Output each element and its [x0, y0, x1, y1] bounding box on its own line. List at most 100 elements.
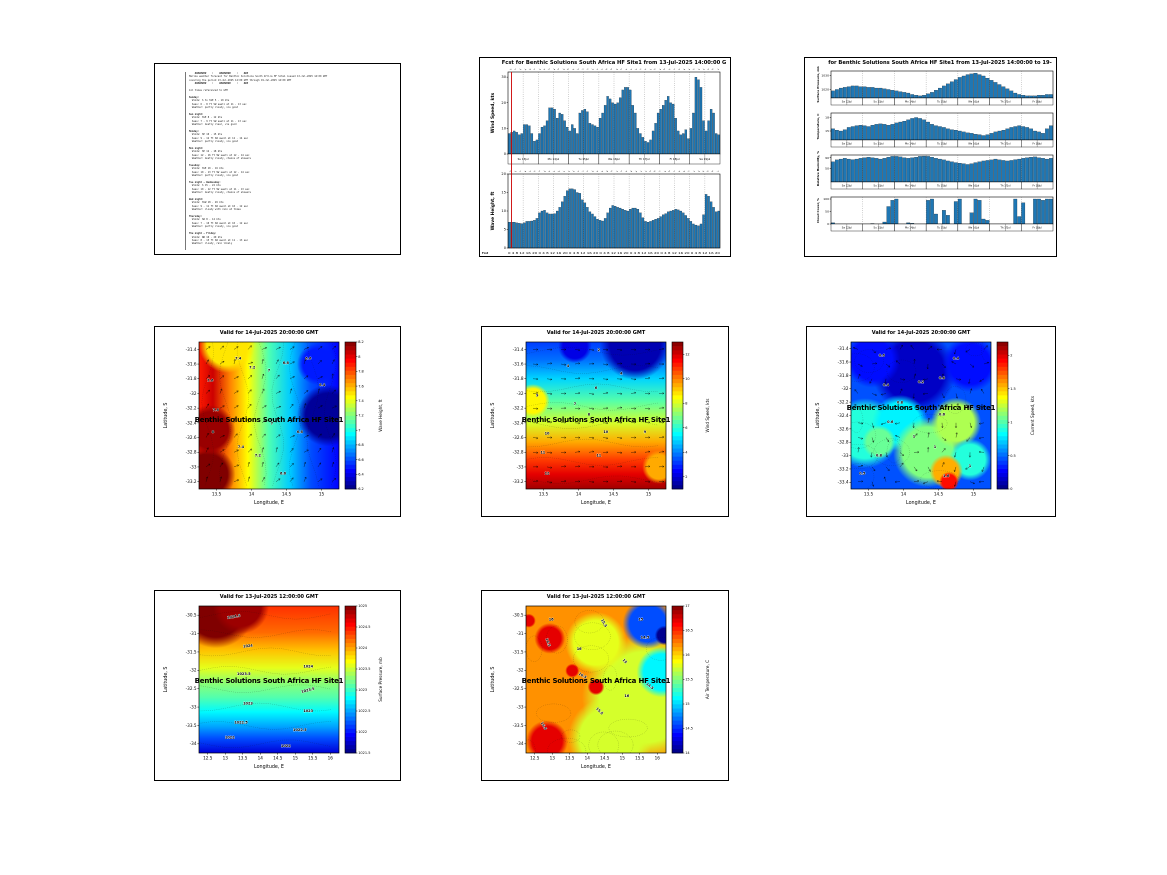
- svg-text:6: 6: [685, 426, 687, 430]
- svg-text:4: 4: [620, 371, 623, 375]
- forecast-text-line: Winds: SE 10 - 15 kts: [189, 133, 223, 137]
- svg-text:6: 6: [595, 386, 598, 390]
- current-map-title: Valid for 14-Jul-2025 20:00:00 GMT: [871, 330, 971, 336]
- forecast-text-line: Seas: 7 - 9 ft SW swell at 11 - 13 sec: [189, 119, 247, 123]
- svg-text:-33.5: -33.5: [513, 723, 524, 728]
- svg-text:6.2: 6.2: [358, 487, 364, 491]
- map-axes: 13.5 14 14.5 15 -31.4 -31.6 -31.8 -32 -32.2 -32.4…: [815, 341, 992, 506]
- svg-text:100: 100: [823, 197, 829, 201]
- svg-text:→: →: [543, 68, 546, 71]
- forecast-text-line: Tue night - Wednesday:: [189, 181, 221, 184]
- svg-text:1024: 1024: [303, 665, 313, 669]
- svg-text:7.2: 7.2: [249, 365, 256, 369]
- svg-text:7.8: 7.8: [213, 408, 220, 412]
- svg-text:→: →: [634, 170, 638, 174]
- svg-text:-33: -33: [190, 464, 197, 469]
- svg-text:16: 16: [577, 647, 582, 651]
- svg-text:-32.2: -32.2: [513, 406, 524, 411]
- svg-text:Fr 18Jul: Fr 18Jul: [1033, 142, 1043, 146]
- svg-text:1022.5: 1022.5: [358, 709, 370, 713]
- bar-subplot: 0 5 10 15 20 Wave Height, ft: [490, 172, 721, 250]
- svg-text:8: 8: [212, 430, 215, 434]
- svg-text:6.8: 6.8: [358, 443, 364, 447]
- svg-text:0.6: 0.6: [887, 420, 894, 424]
- forecast-text-line: Seas: 12 - 16 ft SW swell at 12 - 14 sec: [189, 153, 250, 157]
- bar-subplot: 0 10 20 30 Wind Speed, kts: [490, 71, 721, 156]
- surface-pressure-map-panel: 1024.5 1024 1024 1023.5 1023.5 1023 1023 1022.5…: [154, 590, 401, 781]
- svg-text:-32: -32: [517, 668, 524, 673]
- svg-text:6.4: 6.4: [358, 473, 364, 477]
- svg-text:Longitude, E: Longitude, E: [254, 764, 284, 770]
- direction-arrows-row: → → → → → → → → → → → → → → → → → → → → → → → → → → → → → → → → → → → → → → → →…: [508, 169, 719, 174]
- svg-text:4: 4: [567, 364, 570, 368]
- wind-wave-chart-title: Fcst for Benthic Solutions South Africa …: [501, 60, 727, 66]
- svg-text:-32.5: -32.5: [186, 686, 197, 691]
- svg-text:→: →: [644, 68, 647, 71]
- svg-text:14.5: 14.5: [609, 492, 619, 497]
- svg-text:→: →: [625, 68, 628, 71]
- svg-text:0: 0: [827, 222, 829, 226]
- svg-text:13.5: 13.5: [539, 492, 549, 497]
- svg-text:→: →: [553, 170, 556, 173]
- svg-text:15.5: 15.5: [595, 707, 604, 716]
- svg-text:We 16Jul: We 16Jul: [968, 142, 979, 146]
- svg-text:→: →: [519, 170, 523, 174]
- svg-text:5: 5: [504, 228, 506, 232]
- svg-text:14.5: 14.5: [273, 756, 283, 761]
- svg-text:Wave Height, ft: Wave Height, ft: [378, 399, 383, 432]
- svg-text:→: →: [552, 68, 556, 72]
- svg-text:-32: -32: [517, 391, 524, 396]
- svg-text:16: 16: [655, 756, 661, 761]
- svg-text:8: 8: [358, 355, 360, 359]
- svg-text:Wind Speed, kts: Wind Speed, kts: [705, 399, 710, 433]
- svg-text:1022.5: 1022.5: [293, 728, 307, 732]
- colorbar: 2 4 6 8 10 12 Wind Speed, kts: [671, 341, 710, 490]
- svg-text:10: 10: [685, 377, 689, 381]
- svg-text:1022.5: 1022.5: [234, 721, 248, 725]
- svg-text:7.4: 7.4: [235, 357, 242, 361]
- svg-text:→: →: [572, 68, 575, 71]
- svg-text:→: →: [682, 68, 686, 72]
- map-field: [851, 342, 991, 489]
- svg-text:→: →: [523, 170, 527, 174]
- svg-text:6.8: 6.8: [283, 361, 290, 365]
- svg-text:0.6: 0.6: [939, 376, 946, 380]
- svg-text:-32.6: -32.6: [186, 435, 197, 440]
- svg-text:Mo 14Jul: Mo 14Jul: [905, 100, 916, 104]
- svg-text:Longitude, E: Longitude, E: [906, 500, 936, 506]
- svg-text:Sa 19Jul: Sa 19Jul: [699, 157, 710, 161]
- svg-text:1: 1: [934, 445, 937, 449]
- svg-text:-32.6: -32.6: [838, 426, 849, 431]
- forecast-text-line: Winds: SSW 18 - 26 kts: [189, 201, 224, 205]
- svg-text:→: →: [658, 68, 662, 72]
- svg-text:Mo 14Jul: Mo 14Jul: [905, 142, 916, 146]
- svg-text:-33: -33: [517, 704, 524, 709]
- forecast-text-line: Thursday:: [189, 215, 202, 219]
- forecast-text-line: Winds: SSE 10 - 16 kts: [189, 167, 224, 171]
- svg-text:Wave Height, ft: Wave Height, ft: [490, 192, 496, 231]
- svg-text:-33: -33: [517, 464, 524, 469]
- svg-text:→: →: [508, 169, 512, 173]
- svg-text:7.2: 7.2: [255, 454, 262, 458]
- svg-text:-31.6: -31.6: [513, 361, 524, 366]
- svg-text:15: 15: [825, 129, 829, 133]
- svg-text:→: →: [577, 170, 580, 173]
- svg-text:→: →: [625, 170, 628, 173]
- svg-text:→: →: [562, 170, 566, 174]
- svg-text:→: →: [644, 170, 648, 174]
- svg-text:→: →: [562, 68, 566, 72]
- svg-text:→: →: [538, 170, 542, 174]
- svg-text:13.5: 13.5: [238, 756, 248, 761]
- svg-text:→: →: [678, 68, 681, 71]
- svg-text:→: →: [716, 170, 719, 173]
- svg-text:→: →: [702, 170, 706, 174]
- svg-text:Sa 12Jul: Sa 12Jul: [842, 142, 852, 146]
- svg-text:16: 16: [549, 618, 554, 622]
- forecast-text-line: Mon night:: [189, 146, 204, 150]
- svg-text:6.6: 6.6: [358, 458, 364, 462]
- contour-labels: 16 15.5 15 14.5 16.5 16 15 16.5 14.5 16 15.5 16.5: [540, 617, 656, 731]
- forecast-text-line: Sunday:: [189, 95, 200, 99]
- svg-text:-33.2: -33.2: [513, 479, 524, 484]
- svg-text:→: →: [581, 68, 585, 72]
- contour-labels: 7.6 7.4 7.2 7 6.8 6.6 6.4 7.8 8 7.4 7.2 7 6.8 6.6: [207, 356, 326, 475]
